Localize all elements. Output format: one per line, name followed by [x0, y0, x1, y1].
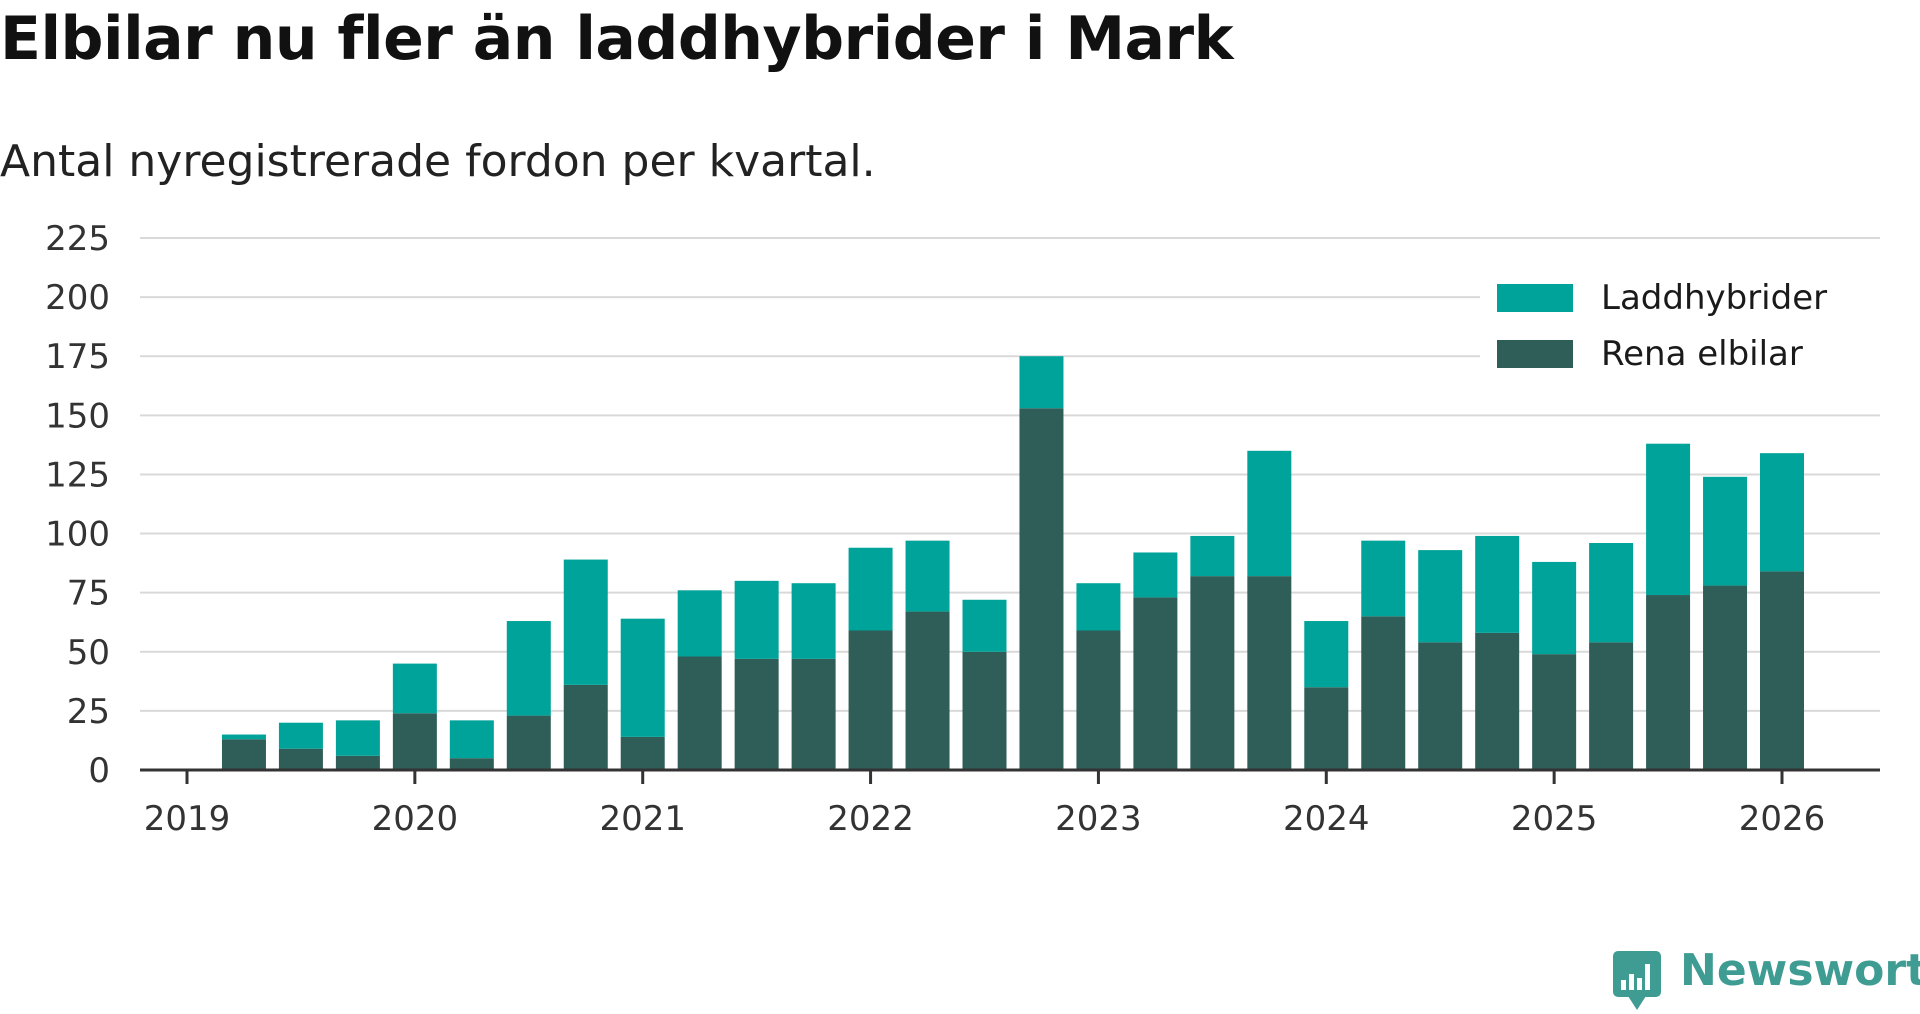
- bar-rena-elbilar: [734, 658, 779, 770]
- bar-laddhybrider: [620, 618, 665, 737]
- bar-laddhybrider: [1703, 476, 1748, 586]
- y-tick-label: 75: [67, 574, 110, 614]
- bar-rena-elbilar: [1133, 597, 1178, 770]
- bar-laddhybrider: [449, 720, 494, 759]
- bar-laddhybrider: [221, 734, 266, 740]
- bar-rena-elbilar: [1703, 585, 1748, 770]
- bar-rena-elbilar: [221, 739, 266, 770]
- legend-swatch: [1497, 340, 1573, 368]
- bar-laddhybrider: [734, 580, 779, 659]
- bar-laddhybrider: [791, 583, 836, 659]
- newsworthy-logo-icon: [1613, 951, 1661, 1010]
- x-tick-label: 2024: [1283, 799, 1370, 839]
- x-tick-label: 2026: [1739, 799, 1826, 839]
- y-tick-label: 150: [45, 396, 110, 436]
- bar-laddhybrider: [1133, 552, 1178, 598]
- y-axis-ticks: 0 25 50 75 100 125 150 175 200 225: [45, 219, 110, 791]
- brand-name: Newsworthy: [1680, 945, 1920, 996]
- chart-subtitle: Antal nyregistrerade fordon per kvartal.: [0, 136, 876, 187]
- bar-laddhybrider: [962, 599, 1007, 652]
- bar-rena-elbilar: [449, 758, 494, 770]
- bar-rena-elbilar: [392, 713, 437, 770]
- y-tick-label: 50: [67, 633, 110, 673]
- x-tick-label: 2023: [1055, 799, 1142, 839]
- bar-rena-elbilar: [335, 755, 380, 770]
- bar-rena-elbilar: [278, 748, 323, 770]
- bar-laddhybrider: [1361, 540, 1406, 617]
- bar-rena-elbilar: [563, 684, 608, 770]
- y-tick-label: 200: [45, 278, 110, 318]
- bar-laddhybrider: [1760, 453, 1804, 572]
- y-tick-label: 125: [45, 455, 110, 495]
- y-tick-label: 100: [45, 515, 110, 555]
- bar-rena-elbilar: [791, 658, 836, 770]
- bar-rena-elbilar: [1646, 595, 1691, 770]
- x-tick-label: 2019: [144, 799, 231, 839]
- bar-rena-elbilar: [677, 656, 722, 770]
- bar-laddhybrider: [1532, 561, 1577, 655]
- bar-rena-elbilar: [1361, 616, 1406, 770]
- bar-rena-elbilar: [1589, 642, 1634, 770]
- bar-rena-elbilar: [848, 630, 893, 770]
- x-tick-label: 2025: [1511, 799, 1598, 839]
- bar-laddhybrider: [278, 722, 323, 749]
- bar-rena-elbilar: [506, 715, 551, 770]
- bar-laddhybrider: [1076, 583, 1121, 631]
- bar-laddhybrider: [563, 559, 608, 685]
- bar-rena-elbilar: [1190, 576, 1235, 770]
- bar-rena-elbilar: [620, 736, 665, 770]
- legend-label: Rena elbilar: [1601, 334, 1803, 374]
- bar-laddhybrider: [392, 663, 437, 714]
- bar-rena-elbilar: [1532, 654, 1577, 770]
- bar-rena-elbilar: [1019, 408, 1064, 770]
- bar-rena-elbilar: [1304, 687, 1349, 770]
- legend-swatch: [1497, 284, 1573, 312]
- y-tick-label: 225: [45, 219, 110, 259]
- x-tick-label: 2020: [372, 799, 459, 839]
- legend-label: Laddhybrider: [1601, 278, 1827, 318]
- bar-rena-elbilar: [1247, 576, 1292, 770]
- bar-rena-elbilar: [905, 611, 950, 770]
- bar-laddhybrider: [1304, 621, 1349, 688]
- bar-rena-elbilar: [962, 651, 1007, 770]
- bar-laddhybrider: [335, 720, 380, 756]
- y-tick-label: 0: [88, 751, 110, 791]
- x-tick-label: 2022: [827, 799, 914, 839]
- bar-laddhybrider: [1190, 535, 1235, 577]
- bar-laddhybrider: [1418, 550, 1463, 643]
- bar-laddhybrider: [506, 621, 551, 716]
- bar-rena-elbilar: [1418, 642, 1463, 770]
- x-tick-label: 2021: [599, 799, 686, 839]
- legend: Laddhybrider Rena elbilar: [1480, 276, 1880, 388]
- y-tick-label: 175: [45, 337, 110, 377]
- bar-rena-elbilar: [1760, 571, 1804, 770]
- bar-rena-elbilar: [1076, 630, 1121, 770]
- bar-rena-elbilar: [1475, 632, 1520, 770]
- bar-laddhybrider: [848, 547, 893, 631]
- y-tick-label: 25: [67, 692, 110, 732]
- bar-laddhybrider: [1475, 535, 1520, 633]
- x-axis: 2019 2020 2021 2022 2023 2024 2025 2026: [140, 768, 1880, 839]
- bar-laddhybrider: [1589, 543, 1634, 643]
- bars: [221, 356, 1804, 770]
- bar-laddhybrider: [677, 590, 722, 657]
- bar-laddhybrider: [1646, 443, 1691, 596]
- bar-laddhybrider: [905, 540, 950, 612]
- chart-title: Elbilar nu fler än laddhybrider i Mark: [0, 4, 1234, 74]
- bar-laddhybrider: [1019, 356, 1064, 409]
- bar-laddhybrider: [1247, 450, 1292, 577]
